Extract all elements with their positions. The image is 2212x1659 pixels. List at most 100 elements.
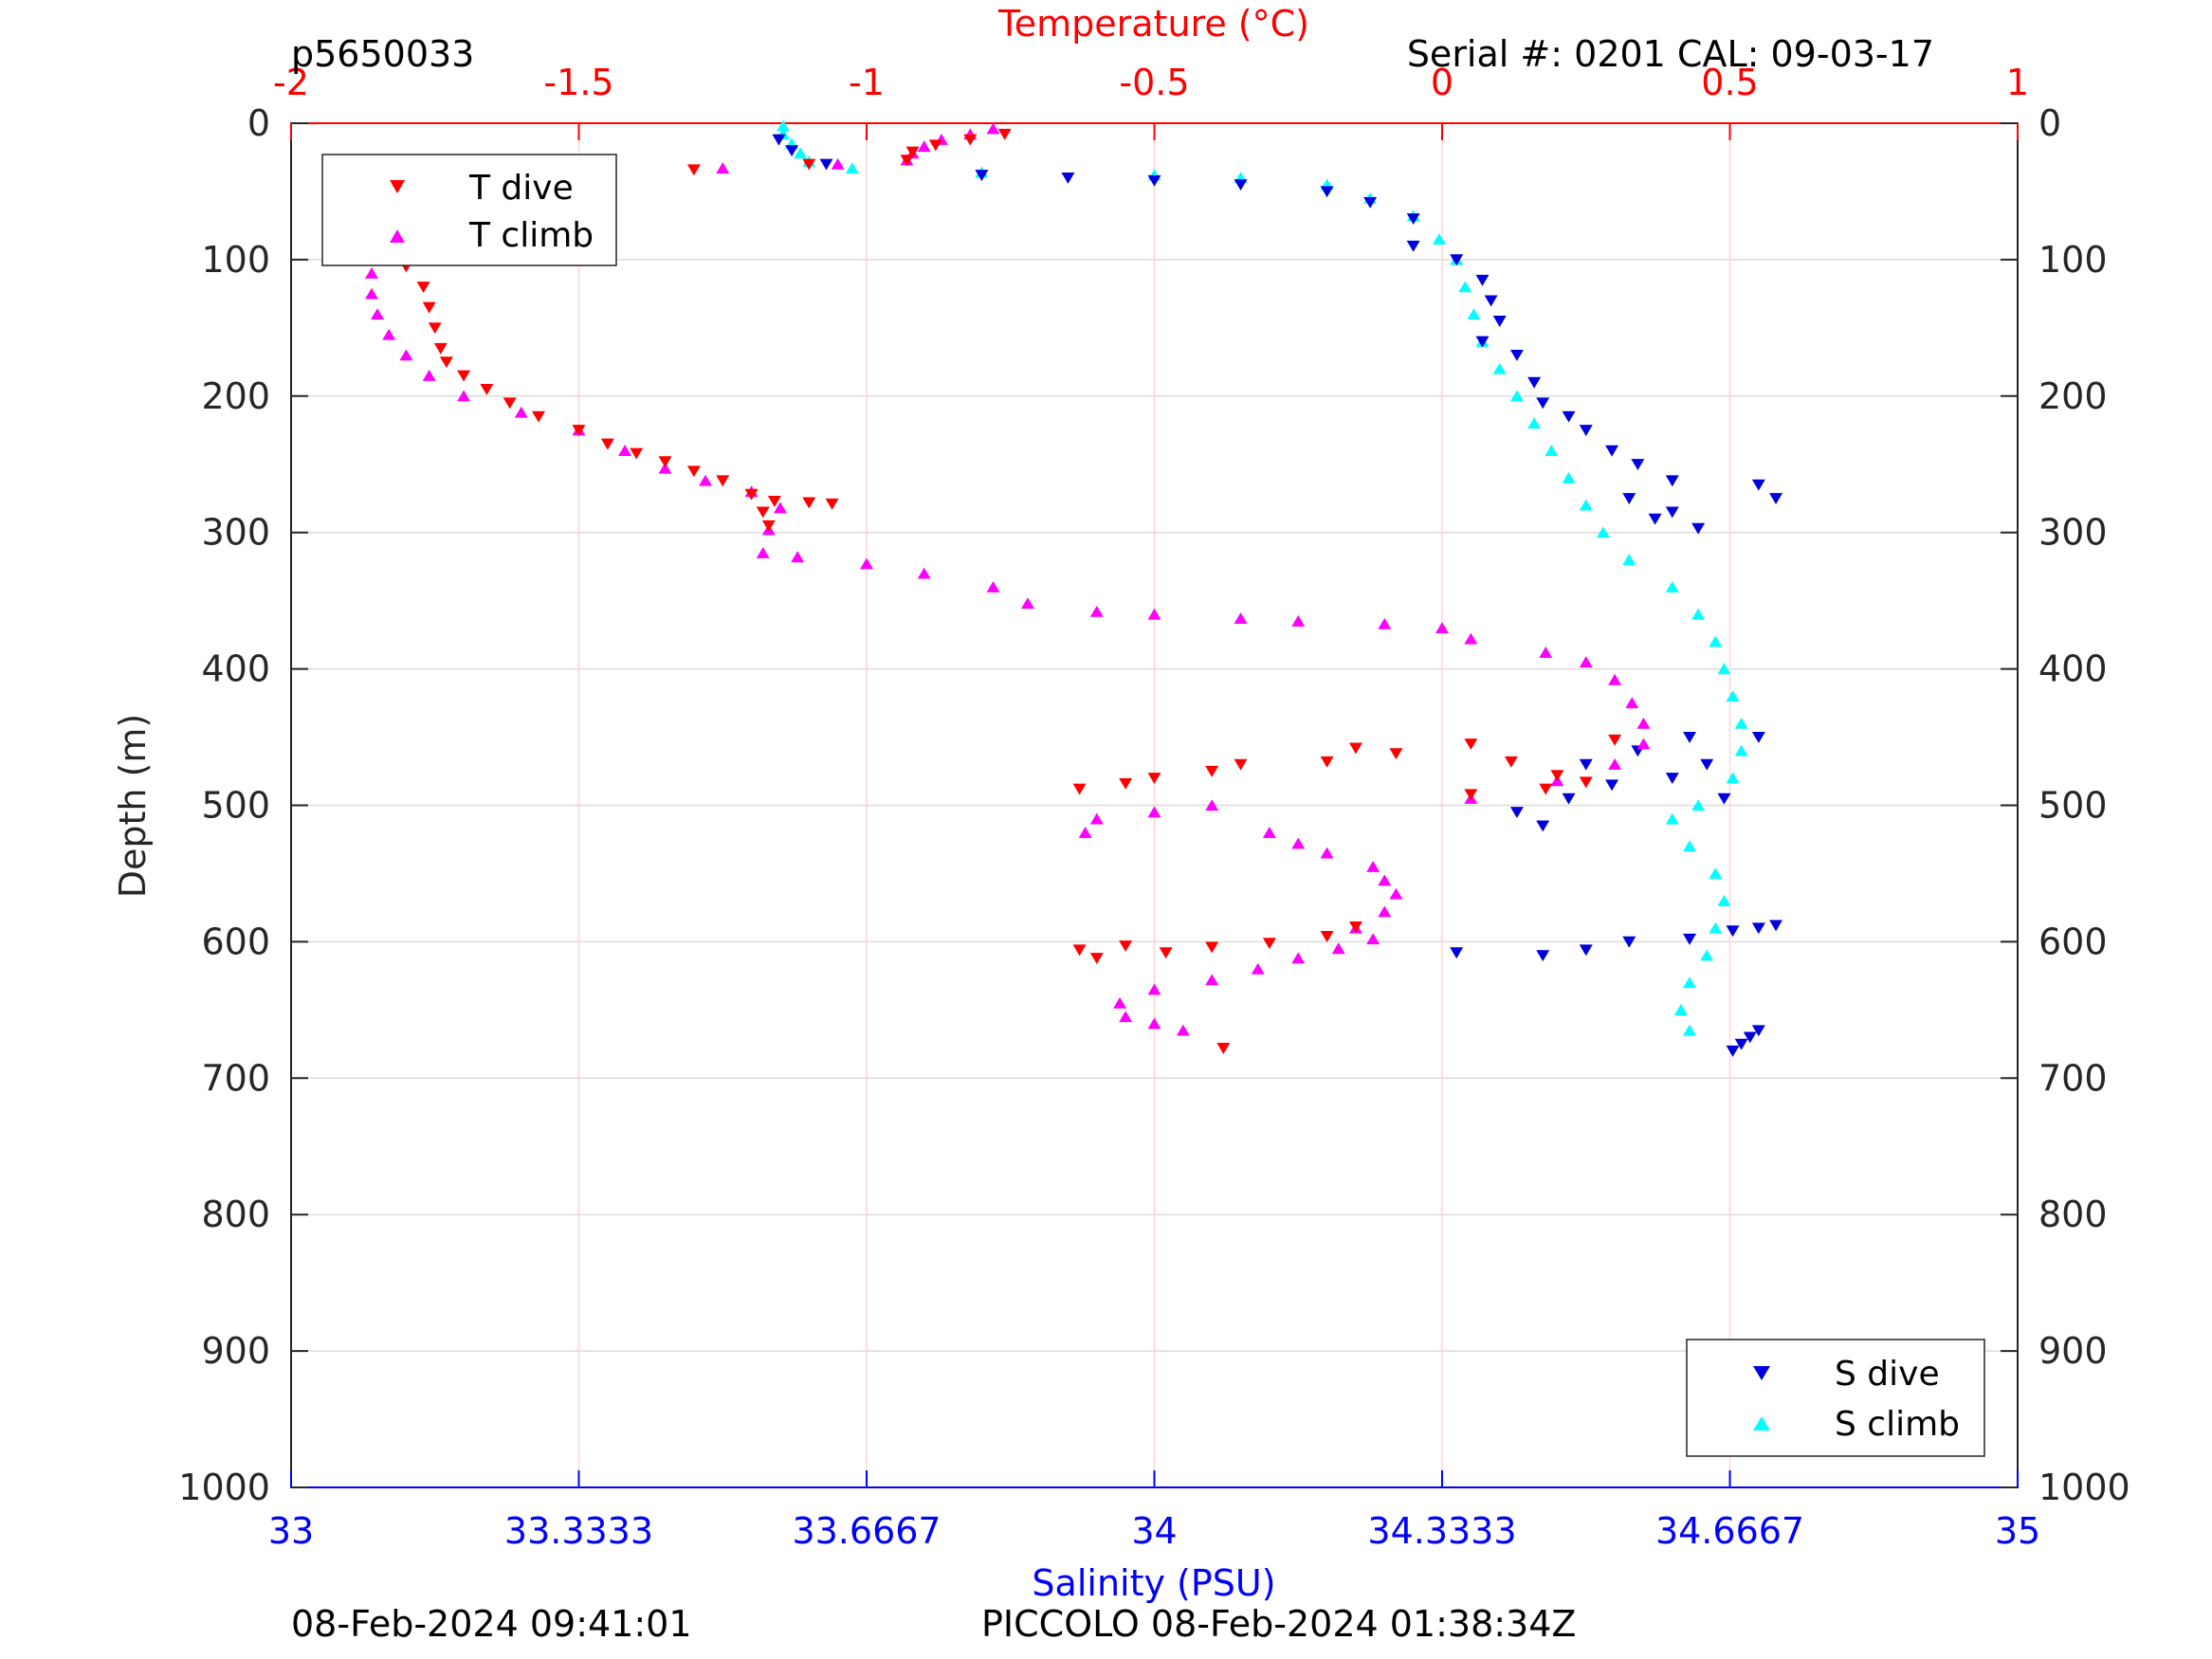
data-point [1550, 770, 1564, 782]
footer-timestamp: 08-Feb-2024 09:41:01 [291, 1603, 692, 1645]
data-point [1579, 656, 1593, 668]
data-point [1234, 758, 1248, 771]
data-point [1234, 179, 1248, 191]
data-point [917, 140, 931, 153]
depth-tick-label-right: 200 [2038, 375, 2108, 417]
data-point [364, 266, 378, 279]
data-point [1450, 947, 1464, 959]
data-point [1579, 758, 1593, 771]
footer-mission-label: PICCOLO 08-Feb-2024 01:38:34Z [981, 1603, 1576, 1645]
data-point [1475, 336, 1490, 348]
data-point [1562, 410, 1576, 423]
data-point [756, 546, 770, 558]
legend-s-climb-label: S climb [1835, 1405, 1960, 1444]
legend-salinity-box [1686, 1339, 1985, 1457]
data-point [1691, 608, 1706, 620]
salinity-tick-label: 33.6667 [792, 1510, 941, 1552]
data-point [963, 134, 978, 146]
data-point [1608, 673, 1622, 685]
salinity-tick-label: 33 [268, 1510, 314, 1552]
data-point [1605, 445, 1619, 457]
depth-tick-label-right: 500 [2038, 785, 2108, 827]
data-marks [364, 119, 1783, 1057]
data-point [1717, 663, 1731, 675]
salinity-axis-title: Salinity (PSU) [1032, 1562, 1275, 1604]
depth-tick-label: 500 [201, 785, 270, 827]
depth-tick-label: 900 [201, 1330, 270, 1372]
data-point [1348, 921, 1362, 933]
data-point [1683, 731, 1697, 743]
data-point [658, 456, 672, 468]
data-point [986, 580, 1000, 592]
data-point [1089, 953, 1104, 964]
data-point [772, 134, 786, 146]
data-point [1509, 390, 1524, 402]
data-point [716, 162, 730, 174]
data-point [1262, 938, 1276, 950]
depth-tick-label: 100 [201, 239, 270, 281]
data-point [1509, 350, 1524, 361]
data-point [917, 567, 931, 579]
data-point [1159, 947, 1173, 959]
data-point [1467, 308, 1481, 320]
data-point [819, 158, 833, 171]
legend-t-dive-label: T dive [468, 169, 574, 208]
data-point [1291, 952, 1306, 964]
depth-tick-label: 400 [201, 648, 270, 690]
data-point [1072, 944, 1087, 957]
data-point [1683, 933, 1697, 945]
data-point [1262, 826, 1276, 838]
temperature-axis-title: Temperature (°C) [997, 3, 1309, 45]
data-point [1608, 758, 1622, 770]
data-point [756, 506, 770, 519]
data-point [785, 145, 799, 157]
salinity-tick-label: 33.3333 [504, 1510, 653, 1552]
data-point [1751, 731, 1765, 743]
data-point [618, 445, 632, 456]
data-point [1291, 614, 1306, 627]
data-point [1464, 738, 1478, 751]
data-point [1579, 776, 1593, 789]
data-point [1636, 717, 1651, 729]
data-point [1536, 820, 1550, 832]
data-point [1622, 936, 1636, 948]
data-point [1119, 1011, 1133, 1023]
data-point [1665, 773, 1679, 785]
depth-axis-title: Depth (m) [112, 714, 154, 899]
data-point [773, 501, 787, 514]
depth-tick-label-right: 400 [2038, 648, 2108, 690]
data-point [686, 465, 701, 478]
data-point [1579, 944, 1593, 957]
depth-tick-label-right: 800 [2038, 1194, 2108, 1235]
data-point [767, 496, 781, 507]
data-point [1492, 362, 1507, 374]
data-point [1020, 597, 1034, 610]
data-point [1631, 459, 1645, 471]
data-point [1475, 274, 1490, 286]
data-point [399, 349, 413, 361]
data-point [1622, 493, 1636, 505]
data-point [1378, 905, 1392, 918]
depth-tick-label: 800 [201, 1194, 270, 1235]
data-point [928, 139, 942, 152]
data-point [371, 308, 385, 320]
data-point [1743, 1031, 1757, 1044]
data-point [1673, 1004, 1688, 1015]
data-point [1536, 397, 1550, 410]
data-point [1726, 925, 1740, 938]
data-point [1147, 983, 1161, 995]
data-point [1320, 931, 1334, 942]
data-point [1389, 748, 1403, 760]
temperature-tick-label: -0.5 [1119, 62, 1189, 103]
legend-s-dive-marker [1753, 1366, 1770, 1380]
data-point [1625, 697, 1639, 709]
data-point [1596, 526, 1610, 538]
temperature-tick-label: -1 [849, 62, 885, 103]
data-point [1435, 622, 1449, 634]
data-point [1205, 765, 1219, 777]
data-point [1545, 445, 1559, 456]
data-point [776, 119, 790, 132]
data-point [845, 162, 859, 174]
data-point [716, 475, 730, 487]
